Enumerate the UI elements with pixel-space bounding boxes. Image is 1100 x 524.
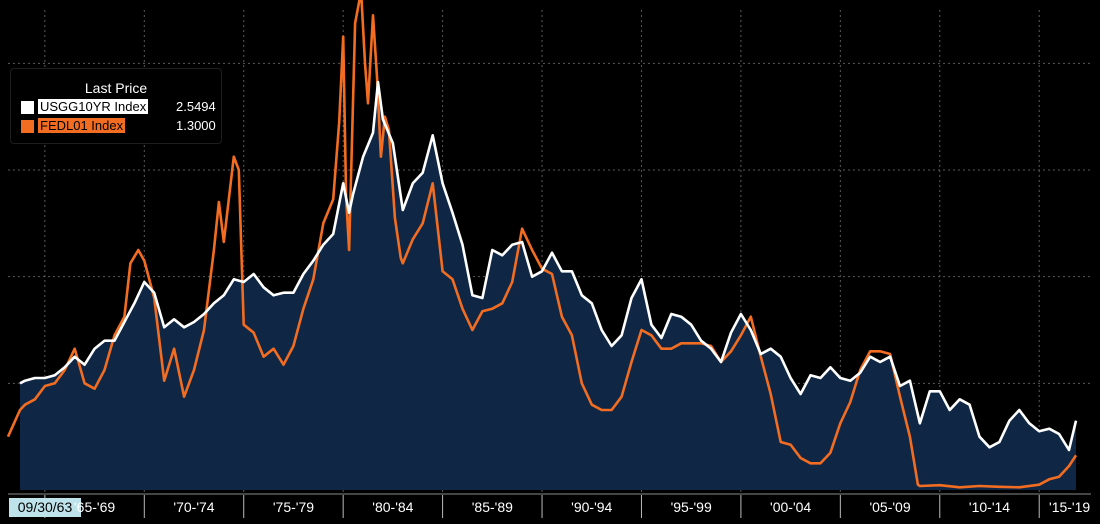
usgg10yr-line	[19, 80, 1078, 452]
series-layer	[6, 0, 1078, 490]
legend-label-fedl01: FEDL01 Index	[38, 118, 126, 133]
x-tick-label: '95-'99	[671, 499, 712, 515]
x-axis	[8, 493, 1091, 519]
x-start-date-label: 09/30/63	[18, 499, 73, 515]
legend-label-usgg10yr: USGG10YR Index	[38, 99, 149, 114]
legend: Last Price USGG10YR Index 2.5494 FEDL01 …	[10, 68, 222, 144]
x-start-date-highlight	[9, 498, 81, 517]
x-tick-label: '05-'09	[869, 499, 910, 515]
x-tick-label: '75-'79	[273, 499, 314, 515]
x-tick-labels: 09/30/63'65-'69 '70-'74 '75-'79 '80-'84 '85-…	[9, 498, 1090, 517]
x-tick-label: '65-'69	[74, 499, 115, 515]
x-tick-label: '15-'19	[1049, 499, 1090, 515]
legend-swatch-fedl01	[21, 120, 34, 133]
x-tick-label: '00-'04	[770, 499, 811, 515]
legend-swatch-usgg10yr	[21, 101, 34, 114]
x-tick-label: '80-'84	[372, 499, 413, 515]
legend-title: Last Price	[84, 80, 148, 96]
x-tick-label: '70-'74	[173, 499, 214, 515]
x-tick-label: '10-'14	[969, 499, 1010, 515]
x-axis-strip	[8, 495, 1091, 519]
x-tick-label: '90-'94	[571, 499, 612, 515]
legend-value-fedl01: 1.3000	[176, 118, 216, 133]
usgg10yr-area	[20, 82, 1076, 490]
legend-value-usgg10yr: 2.5494	[176, 99, 216, 114]
fedl01-line	[6, 0, 1078, 489]
x-tick-label: '85-'89	[472, 499, 513, 515]
